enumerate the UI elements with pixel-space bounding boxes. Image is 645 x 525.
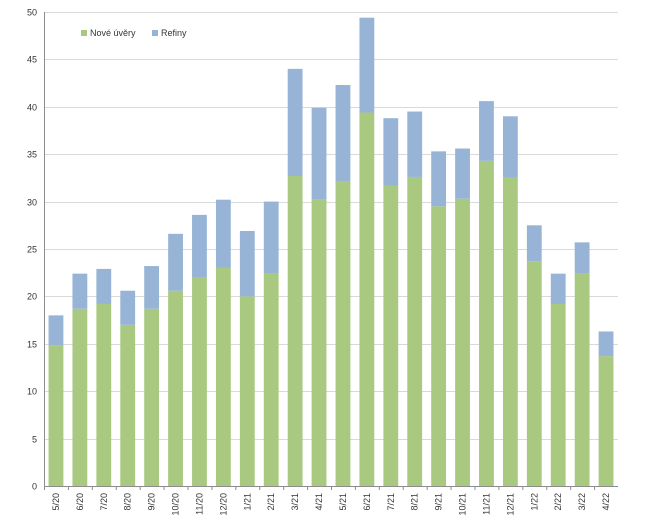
bar-refiny-8-21 — [407, 111, 423, 177]
bar-refiny-4-21 — [311, 107, 327, 200]
legend: Nové úvěry Refiny — [81, 28, 187, 38]
bar-refiny-6-21 — [359, 17, 375, 113]
legend-label-nove-uvery: Nové úvěry — [90, 28, 136, 38]
bar-refiny-9-20 — [144, 266, 160, 309]
bar-refiny-10-21 — [455, 148, 470, 199]
x-tick-label: 5/20 — [51, 493, 61, 511]
bar-refiny-5-21 — [335, 84, 351, 182]
bar-nove-uvery-8-20 — [120, 324, 136, 486]
bar-nove-uvery-10-21 — [455, 198, 470, 487]
x-tick-label: 8/20 — [123, 493, 133, 511]
bar-nove-uvery-12-20 — [215, 267, 231, 486]
bar-nove-uvery-9-21 — [431, 206, 447, 486]
x-tick-label: 2/22 — [553, 493, 563, 511]
y-tick-label: 35 — [27, 150, 37, 160]
bar-refiny-1-21 — [239, 230, 255, 297]
x-tick-label: 9/21 — [434, 493, 444, 511]
x-tick-label: 3/21 — [290, 493, 300, 511]
bar-refiny-11-21 — [479, 101, 494, 161]
bar-refiny-12-21 — [502, 116, 518, 178]
x-tick-label: 10/20 — [171, 493, 181, 516]
bar-refiny-11-20 — [192, 214, 207, 278]
x-tick-label: 6/21 — [362, 493, 372, 511]
x-tick-label: 7/21 — [386, 493, 396, 511]
y-tick-label: 40 — [27, 103, 37, 113]
y-tick-label: 45 — [27, 55, 37, 65]
x-tick-label: 1/21 — [242, 493, 252, 511]
y-tick-label: 50 — [27, 8, 37, 18]
x-tick-label: 11/20 — [194, 493, 204, 515]
bar-nove-uvery-11-21 — [479, 160, 494, 486]
bar-refiny-10-20 — [168, 233, 183, 291]
y-tick-label: 0 — [32, 482, 37, 492]
bar-nove-uvery-11-20 — [192, 277, 207, 486]
bar-nove-uvery-6-20 — [72, 308, 88, 486]
bar-nove-uvery-12-21 — [502, 177, 518, 486]
x-tick-label: 5/21 — [338, 493, 348, 511]
bar-refiny-2-22 — [550, 273, 566, 304]
x-tick-label: 9/20 — [147, 493, 157, 511]
gridlines — [44, 12, 618, 487]
bar-refiny-8-20 — [120, 290, 136, 325]
x-tick-label: 10/21 — [458, 493, 468, 516]
bar-refiny-9-21 — [431, 151, 447, 207]
bar-nove-uvery-9-20 — [144, 308, 160, 486]
y-tick-label: 25 — [27, 245, 37, 255]
x-tick-label: 1/22 — [529, 493, 539, 511]
bar-nove-uvery-7-20 — [96, 303, 112, 486]
y-tick-label: 15 — [27, 340, 37, 350]
x-tick-label: 12/20 — [218, 493, 228, 516]
bar-nove-uvery-1-22 — [526, 261, 542, 486]
legend-label-refiny: Refiny — [161, 28, 187, 38]
bar-nove-uvery-2-21 — [263, 273, 279, 486]
bar-nove-uvery-8-21 — [407, 176, 423, 486]
bar-refiny-6-20 — [72, 273, 88, 309]
bar-nove-uvery-6-21 — [359, 112, 375, 486]
legend-swatch-nove-uvery — [81, 30, 87, 36]
bar-refiny-4-22 — [598, 331, 614, 357]
bar-nove-uvery-5-21 — [335, 181, 351, 486]
x-axis: 5/20 6/20 7/20 8/20 9/20 10/20 11/20 12/20 1/21 2… — [44, 486, 611, 516]
legend-swatch-refiny — [152, 30, 158, 36]
bar-refiny-2-21 — [263, 201, 279, 274]
bar-refiny-5-20 — [48, 315, 64, 346]
y-tick-label: 10 — [27, 387, 37, 397]
x-tick-label: 11/21 — [481, 493, 491, 515]
x-tick-label: 4/22 — [601, 493, 611, 511]
y-tick-label: 30 — [27, 198, 37, 208]
x-tick-label: 4/21 — [314, 493, 324, 511]
x-tick-label: 2/21 — [266, 493, 276, 511]
bar-refiny-7-21 — [383, 118, 399, 186]
bar-refiny-1-22 — [526, 225, 542, 262]
y-tick-label: 5 — [32, 435, 37, 445]
bar-nove-uvery-2-22 — [550, 303, 566, 486]
bar-nove-uvery-4-22 — [598, 356, 614, 486]
bar-nove-uvery-3-22 — [574, 273, 590, 486]
y-tick-label: 20 — [27, 292, 37, 302]
bar-nove-uvery-7-21 — [383, 185, 399, 486]
x-tick-label: 6/20 — [75, 493, 85, 511]
x-tick-label: 8/21 — [410, 493, 420, 511]
x-tick-label: 3/22 — [577, 493, 587, 511]
bar-refiny-3-21 — [287, 68, 303, 177]
bar-refiny-12-20 — [215, 199, 231, 268]
bar-nove-uvery-10-20 — [168, 290, 183, 486]
bar-nove-uvery-1-21 — [239, 296, 255, 486]
bars — [48, 17, 614, 487]
x-tick-label: 7/20 — [99, 493, 109, 511]
bar-nove-uvery-4-21 — [311, 199, 327, 487]
bar-nove-uvery-5-20 — [48, 345, 64, 486]
bar-nove-uvery-3-21 — [287, 176, 303, 486]
bar-refiny-3-22 — [574, 242, 590, 274]
x-tick-label: 12/21 — [505, 493, 515, 516]
bar-refiny-7-20 — [96, 268, 112, 304]
